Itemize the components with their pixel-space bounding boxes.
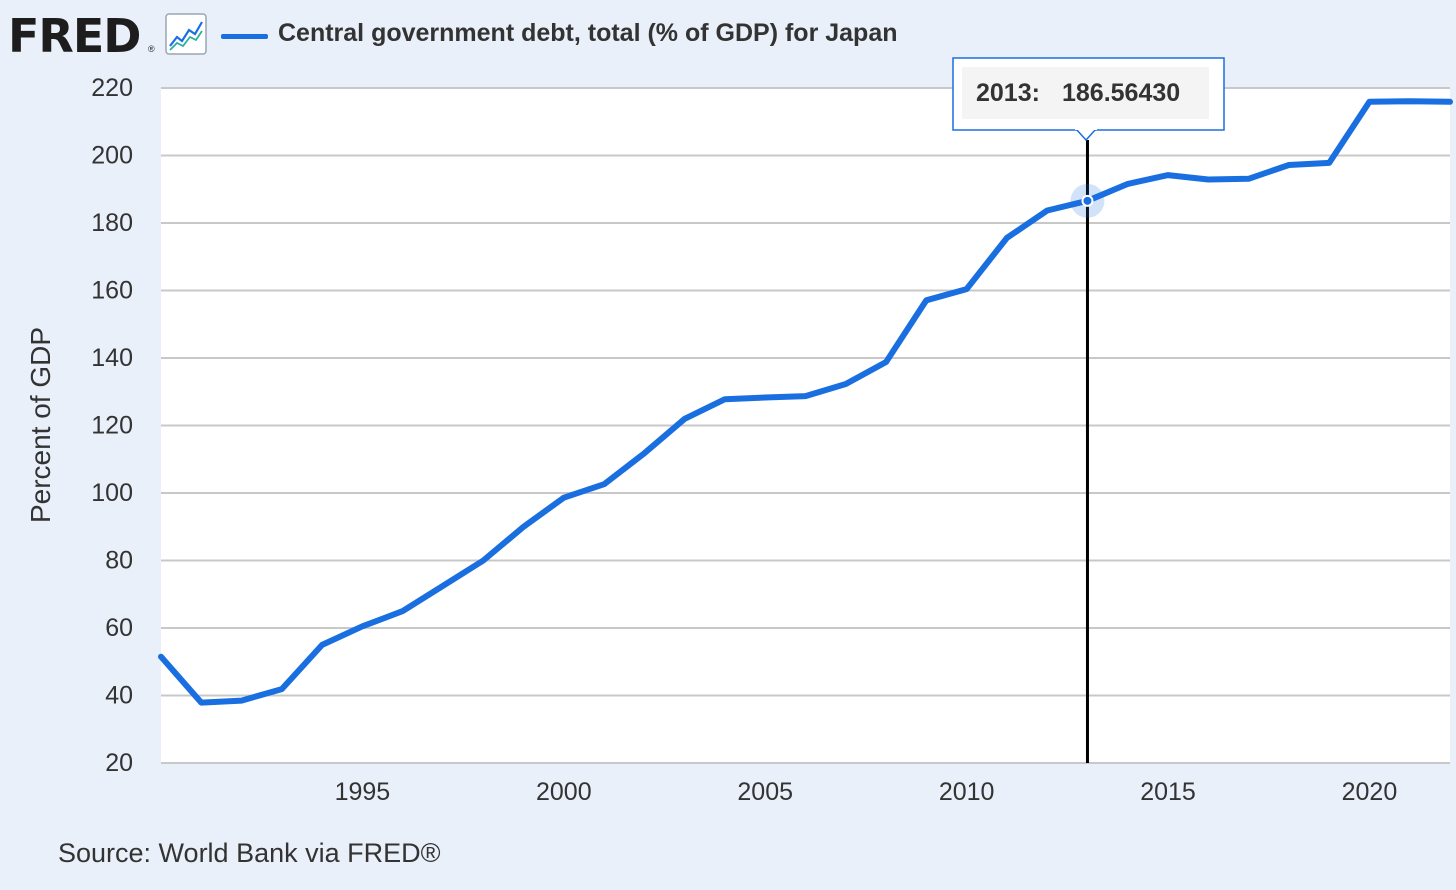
hover-point[interactable] [1081,194,1094,207]
y-tick-label: 200 [91,142,133,170]
fred-logo[interactable]: FRED [8,9,141,63]
x-tick-label: 1995 [335,778,391,806]
y-axis-ticks: 20 40 60 80 100 120 140 160 180 200 220 [91,74,133,777]
y-tick-label: 60 [105,614,133,642]
tooltip-value: 186.56430 [1062,79,1180,107]
y-tick-label: 40 [105,682,133,710]
x-tick-label: 2005 [737,778,793,806]
y-tick-label: 160 [91,277,133,305]
y-tick-label: 120 [91,412,133,440]
line-chart-icon[interactable] [165,13,207,55]
gridlines [161,87,1450,764]
fred-registered-mark: ® [148,44,155,54]
tooltip: 2013: 186.56430 [952,57,1225,142]
y-tick-label: 100 [91,479,133,507]
chart-header: FRED ® Central government debt, total (%… [0,0,1456,70]
y-tick-label: 180 [91,209,133,237]
y-tick-label: 80 [105,547,133,575]
x-tick-label: 2000 [536,778,592,806]
y-tick-label: 140 [91,344,133,372]
legend-series-swatch [221,34,268,39]
tooltip-year: 2013: [976,79,1040,107]
y-axis-label: Percent of GDP [25,327,56,523]
y-tick-label: 220 [91,74,133,102]
source-note: Source: World Bank via FRED® [58,838,441,868]
x-axis-ticks: 1995 2000 2005 2010 2015 2020 [335,778,1398,806]
series-title[interactable]: Central government debt, total (% of GDP… [278,19,898,47]
x-tick-label: 2010 [939,778,995,806]
x-tick-label: 2015 [1140,778,1196,806]
x-tick-label: 2020 [1342,778,1398,806]
y-tick-label: 20 [105,749,133,777]
series-line[interactable] [158,98,1453,706]
